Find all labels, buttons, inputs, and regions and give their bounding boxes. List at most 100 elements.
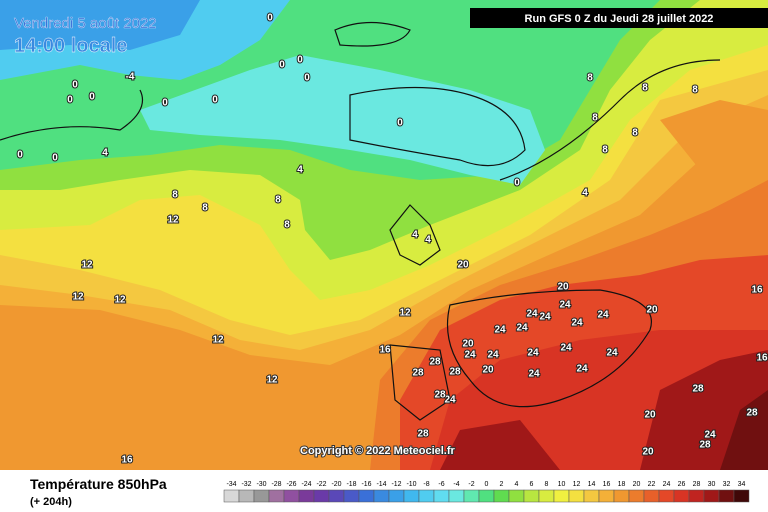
- scale-swatch: [508, 489, 525, 503]
- scale-swatch: [658, 489, 675, 503]
- contour-label: 12: [266, 375, 278, 386]
- scale-swatch: [223, 489, 240, 503]
- scale-label: 16: [603, 481, 611, 488]
- scale-label: 32: [723, 481, 731, 488]
- scale-label: -34: [226, 481, 236, 488]
- scale-swatch: [553, 489, 570, 503]
- scale-label: -32: [241, 481, 251, 488]
- scale-swatch: [718, 489, 735, 503]
- contour-label: 28: [429, 357, 441, 368]
- scale-swatch: [253, 489, 270, 503]
- contour-label: -4: [126, 72, 135, 83]
- contour-label: 12: [114, 295, 126, 306]
- contour-label: 24: [444, 395, 456, 406]
- copyright: Copyright © 2022 Meteociel.fr: [300, 445, 456, 457]
- contour-label: 0: [297, 55, 303, 66]
- date: Vendredi 5 août 2022: [14, 15, 157, 32]
- scale-swatch: [463, 489, 480, 503]
- scale-label: -20: [331, 481, 341, 488]
- contour-label: 24: [571, 318, 583, 329]
- scale-label: -12: [391, 481, 401, 488]
- scale-label: 2: [500, 481, 504, 488]
- contour-label: 16: [121, 455, 133, 466]
- contour-label: 16: [751, 285, 763, 296]
- scale-label: 34: [738, 481, 746, 488]
- contour-label: 4: [412, 230, 418, 241]
- scale-swatch: [388, 489, 405, 503]
- scale-swatch: [448, 489, 465, 503]
- scale-swatch: [673, 489, 690, 503]
- contour-label: 0: [514, 178, 520, 189]
- contour-label: 24: [704, 430, 716, 441]
- scale-swatch: [268, 489, 285, 503]
- contour-label: 12: [81, 260, 93, 271]
- contour-label: 20: [642, 447, 654, 458]
- scale-label: -2: [468, 481, 474, 488]
- contour-label: 0: [52, 153, 58, 164]
- scale-swatch: [703, 489, 720, 503]
- contour-label: 20: [457, 260, 469, 271]
- contour-label: 0: [72, 80, 78, 91]
- contour-label: 4: [297, 165, 303, 176]
- scale-label: 14: [588, 481, 596, 488]
- contour-label: 4: [102, 148, 108, 159]
- contour-label: 4: [582, 188, 588, 199]
- contour-label: 24: [576, 364, 588, 375]
- scale-swatch: [733, 489, 750, 503]
- scale-swatch: [478, 489, 495, 503]
- scale-label: 6: [530, 481, 534, 488]
- scale-label: -18: [346, 481, 356, 488]
- contour-label: 24: [487, 350, 499, 361]
- contour-label: 8: [592, 113, 598, 124]
- contour-label: 8: [642, 83, 648, 94]
- contour-label: 20: [557, 282, 569, 293]
- contour-label: 28: [417, 429, 429, 440]
- run-box: [470, 8, 768, 28]
- contour-label: 28: [434, 390, 446, 401]
- contour-label: 0: [67, 95, 73, 106]
- contour-label: 24: [597, 310, 609, 321]
- contour-label: 24: [560, 343, 572, 354]
- scale-label: 26: [678, 481, 686, 488]
- contour-label: 4: [425, 235, 431, 246]
- scale-swatch: [418, 489, 435, 503]
- scale-label: 22: [648, 481, 656, 488]
- scale-label: -8: [423, 481, 429, 488]
- scale-label: 12: [573, 481, 581, 488]
- scale-label: -24: [301, 481, 311, 488]
- scale-label: 20: [633, 481, 641, 488]
- contour-label: 16: [756, 353, 768, 364]
- local-time: 14:00 locale: [14, 35, 127, 57]
- scale-swatch: [313, 489, 330, 503]
- contour-label: 12: [167, 215, 179, 226]
- scale-label: -16: [361, 481, 371, 488]
- contour-label: 16: [379, 345, 391, 356]
- contour-label: 24: [559, 300, 571, 311]
- scale-label: 18: [618, 481, 626, 488]
- scale-swatch: [298, 489, 315, 503]
- contour-label: 20: [462, 339, 474, 350]
- scale-label: 8: [545, 481, 549, 488]
- contour-label: 24: [516, 323, 528, 334]
- scale-label: -26: [286, 481, 296, 488]
- contour-label: 0: [17, 150, 23, 161]
- contour-label: 28: [699, 440, 711, 451]
- contour-label: 24: [527, 348, 539, 359]
- contour-label: 28: [449, 367, 461, 378]
- scale-swatch: [523, 489, 540, 503]
- scale-swatch: [403, 489, 420, 503]
- scale-label: 24: [663, 481, 671, 488]
- contour-label: 12: [399, 308, 411, 319]
- contour-label: 8: [587, 73, 593, 84]
- contour-label: 24: [539, 312, 551, 323]
- scale-swatch: [328, 489, 345, 503]
- scale-swatch: [433, 489, 450, 503]
- scale-swatch: [343, 489, 360, 503]
- contour-label: 28: [412, 368, 424, 379]
- scale-swatch: [373, 489, 390, 503]
- contour-label: 28: [692, 384, 704, 395]
- scale-label: -28: [271, 481, 281, 488]
